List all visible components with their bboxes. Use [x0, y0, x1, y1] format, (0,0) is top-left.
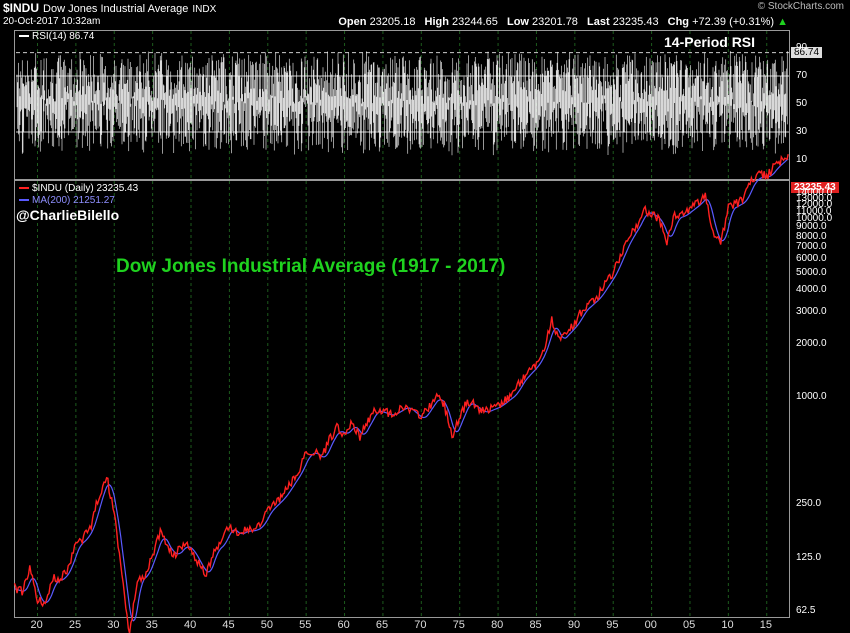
x-tick-label: 75	[452, 619, 465, 631]
price-legend-swatch	[19, 187, 29, 190]
chg-value: +72.39 (+0.31%)	[692, 16, 775, 28]
quote-bar: Open 23205.18 High 23244.65 Low 23201.78…	[332, 16, 788, 28]
price-legend: $INDU (Daily) 23235.43	[19, 183, 138, 194]
x-tick-label: 05	[682, 619, 696, 631]
price-y-tick-label: 1000.0	[796, 391, 827, 402]
rsi-y-tick-label: 50	[796, 98, 808, 109]
chart-title: Dow Jones Industrial Average (1917 - 201…	[116, 256, 506, 277]
last-label: Last	[587, 16, 610, 28]
price-panel	[14, 180, 790, 618]
price-legend-text: $INDU (Daily) 23235.43	[32, 183, 139, 194]
rsi-y-tick-label: 90	[796, 42, 808, 53]
ma200-line	[14, 158, 789, 622]
rsi-line	[16, 51, 788, 156]
price-y-tick-label: 6000.0	[796, 252, 827, 264]
rsi-panel	[14, 30, 790, 180]
chart-header: $INDU Dow Jones Industrial Average INDX 20…	[0, 0, 850, 30]
price-y-tick-label: 62.5	[796, 605, 816, 616]
rsi-series	[16, 51, 788, 156]
up-arrow-icon: ▲	[777, 16, 788, 28]
high-value: 23244.65	[452, 16, 498, 28]
low-label: Low	[506, 16, 529, 28]
rsi-current-tag: 86.74	[791, 47, 823, 58]
rsi-y-tick-label: 30	[796, 126, 808, 137]
rsi-y-tick-label: 70	[796, 70, 808, 81]
x-tick-label: 30	[107, 619, 120, 631]
price-y-tick-label: 4000.0	[796, 284, 827, 295]
price-y-tick-label: 8000.0	[796, 230, 827, 242]
x-tick-label: 65	[375, 619, 389, 631]
symbol: $INDU	[3, 1, 40, 15]
last-value: 23235.43	[612, 16, 659, 28]
x-tick-label: 10	[721, 619, 734, 631]
price-y-tick-label: 2000.0	[796, 337, 827, 349]
rsi-legend-swatch	[19, 35, 29, 38]
x-tick-label: 50	[260, 619, 274, 631]
price-y-tick-label: 250.0	[796, 498, 822, 509]
x-tick-label: 70	[414, 619, 427, 631]
price-y-tick-label: 9000.0	[796, 221, 827, 233]
price-line	[13, 154, 789, 633]
symbol-line: $INDU Dow Jones Industrial Average INDX	[3, 1, 216, 15]
chg-label: Chg	[667, 16, 690, 28]
x-tick-label: 80	[491, 619, 504, 631]
credit: © StockCharts.com	[757, 1, 844, 12]
rsi-title: 14-Period RSI	[664, 34, 756, 50]
x-tick-label: 35	[145, 619, 158, 631]
timestamp: 20-Oct-2017 10:32am	[3, 16, 101, 27]
price-y-tick-label: 5000.0	[796, 266, 827, 278]
exchange: INDX	[192, 4, 217, 15]
x-tick-label: 60	[337, 619, 350, 631]
rsi-legend: RSI(14) 86.74	[19, 31, 94, 42]
x-tick-label: 85	[529, 619, 542, 631]
x-tick-label: 40	[184, 619, 197, 631]
price-y-tick-label: 11000.0	[796, 205, 832, 217]
x-tick-label: 25	[68, 619, 82, 631]
low-value: 23201.78	[532, 16, 578, 28]
rsi-legend-text: RSI(14) 86.74	[32, 31, 95, 42]
price-y-tick-label: 12000.0	[796, 199, 833, 211]
open-label: Open	[338, 16, 367, 28]
price-y-tick-label: 3000.0	[796, 306, 827, 318]
price-y-tick-label: 10000.0	[796, 213, 833, 225]
open-value: 23205.18	[369, 16, 416, 28]
price-series	[13, 154, 789, 633]
x-tick-label: 90	[567, 619, 581, 631]
high-label: High	[424, 16, 449, 28]
x-tick-label: 55	[299, 619, 312, 631]
ma-legend: MA(200) 21251.27	[19, 195, 115, 206]
rsi-y-tick-label: 10	[796, 154, 808, 165]
twitter-handle: @CharlieBilello	[16, 207, 120, 223]
price-y-tick-label: 7000.0	[796, 240, 827, 252]
x-tick-label: 95	[606, 619, 619, 631]
price-y-tick-label: 13000.0	[796, 193, 833, 205]
x-tick-label: 15	[759, 619, 772, 631]
x-tick-label: 20	[30, 619, 43, 631]
price-y-tick-label: 125.0	[796, 551, 822, 563]
x-tick-label: 00	[644, 619, 657, 631]
last-price-tag: 23235.43	[791, 182, 839, 193]
x-tick-label: 45	[222, 619, 235, 631]
ma-legend-swatch	[19, 199, 29, 202]
ma-legend-text: MA(200) 21251.27	[32, 195, 115, 206]
price-y-tick-label: 14000.0	[796, 187, 833, 199]
symbol-name: Dow Jones Industrial Average	[43, 3, 189, 15]
